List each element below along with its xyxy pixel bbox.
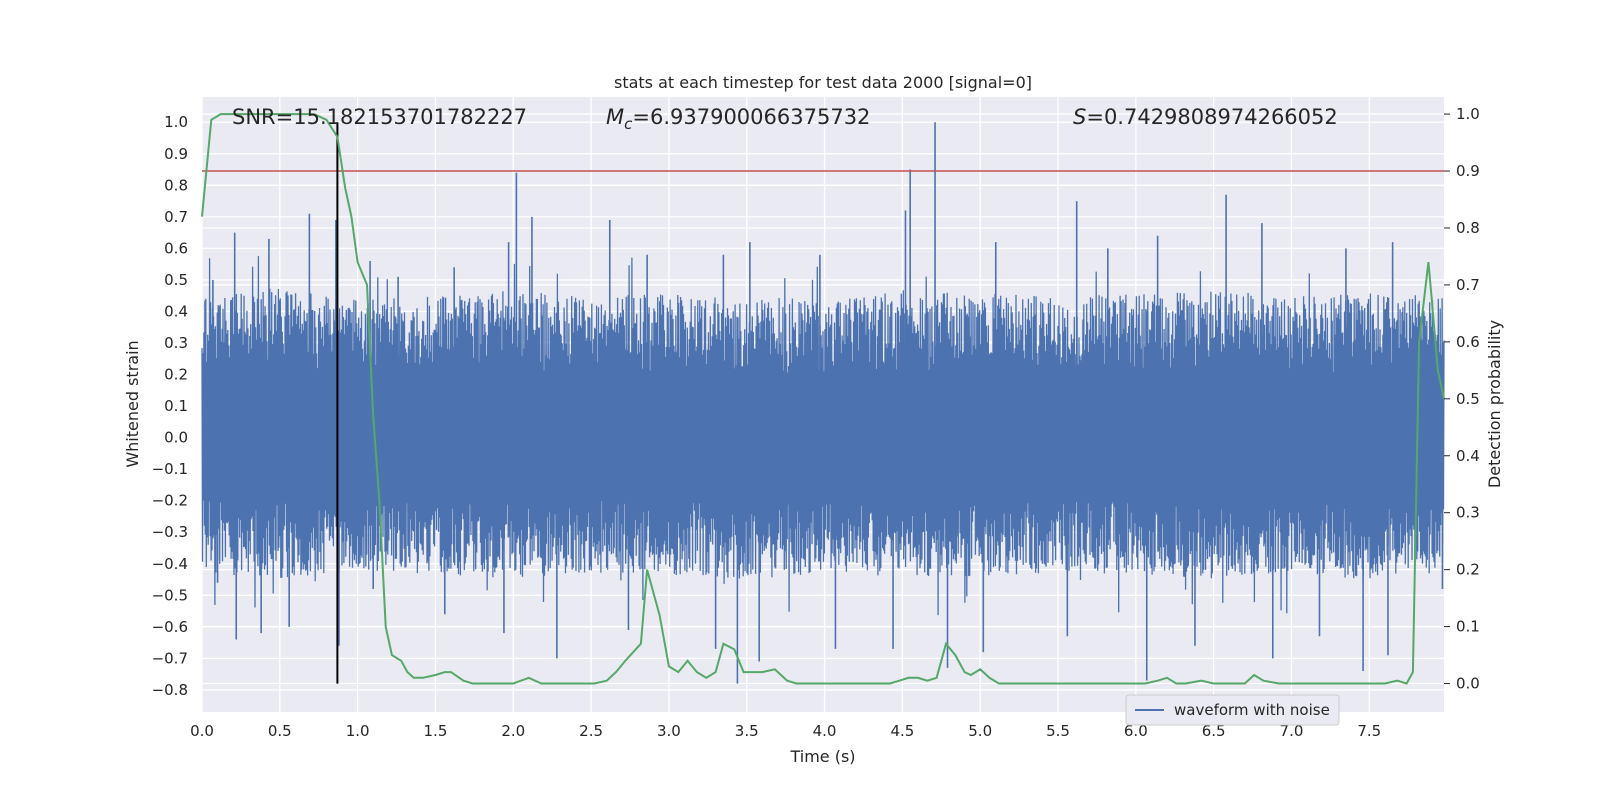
y-tick-label: 0.1 [164, 397, 188, 415]
x-tick-label: 2.0 [501, 722, 525, 740]
waveform-trace [201, 256, 1445, 616]
y2-tick-label: 0.6 [1456, 333, 1480, 351]
x-axis-title: Time (s) [789, 747, 855, 766]
y-tick-label: 0.6 [164, 239, 188, 257]
chart-title: stats at each timestep for test data 200… [614, 73, 1032, 92]
y-tick-label: 0.9 [164, 145, 188, 163]
y2-axis-title: Detection probability [1485, 320, 1504, 488]
y2-tick-label: 0.0 [1456, 675, 1480, 693]
y-tick-label: −0.7 [152, 649, 188, 667]
waveform-with-noise-series [201, 122, 1445, 684]
x-tick-label: 7.5 [1357, 722, 1381, 740]
x-tick-label: 1.0 [346, 722, 370, 740]
y-tick-label: 0.5 [164, 271, 188, 289]
y2-tick-label: 0.7 [1456, 276, 1480, 294]
y-tick-label: −0.1 [152, 460, 188, 478]
legend-box [1125, 694, 1340, 726]
y2-tick-label: 0.9 [1456, 162, 1480, 180]
y2-tick-label: 0.2 [1456, 561, 1480, 579]
y-tick-label: −0.4 [152, 555, 188, 573]
y-tick-label: 0.4 [164, 302, 188, 320]
x-tick-label: 3.5 [735, 722, 759, 740]
snr-annotation: SNR=15.182153701782227 [232, 105, 527, 129]
y-tick-label: 0.8 [164, 176, 188, 194]
y2-tick-label: 0.3 [1456, 504, 1480, 522]
axis-ticks: 0.0 0.5 1.0 1.5 2.0 2.5 3.0 3.5 4.0 4.5 5.0 5.5 6.0 6… [152, 105, 1480, 740]
x-tick-label: 4.0 [813, 722, 837, 740]
s-value: =0.7429808974266052 [1086, 105, 1337, 129]
x-tick-label: 1.5 [424, 722, 448, 740]
y-tick-label: −0.3 [152, 523, 188, 541]
y2-tick-label: 0.1 [1456, 618, 1480, 636]
y-tick-label: 0.2 [164, 366, 188, 384]
y-tick-label: −0.8 [152, 681, 188, 699]
chirp-mass-annotation: Mc=6.937900066375732 [606, 105, 870, 133]
legend-label-waveform: waveform with noise [1174, 701, 1330, 719]
chirp-mass-subscript: c [624, 115, 633, 133]
y-tick-label: −0.2 [152, 492, 188, 510]
y2-tick-label: 0.5 [1456, 390, 1480, 408]
y2-tick-label: 0.4 [1456, 447, 1480, 465]
x-tick-label: 3.0 [657, 722, 681, 740]
y2-tick-label: 1.0 [1456, 105, 1480, 123]
y-tick-label: 0.7 [164, 208, 188, 226]
s-symbol: S [1073, 105, 1086, 129]
y-axis-title: Whitened strain [123, 340, 142, 467]
s-annotation: S=0.7429808974266052 [1073, 105, 1338, 129]
y-tick-label: −0.5 [152, 586, 188, 604]
detection-probability-series [201, 113, 1445, 685]
x-tick-label: 6.5 [1202, 722, 1226, 740]
x-tick-label: 5.5 [1046, 722, 1070, 740]
x-tick-label: 0.5 [268, 722, 292, 740]
chirp-mass-symbol: M [606, 105, 624, 129]
y2-tick-label: 0.8 [1456, 219, 1480, 237]
y-tick-label: 1.0 [164, 113, 188, 131]
legend: waveform with noise [1125, 694, 1340, 726]
y-tick-label: 0.3 [164, 334, 188, 352]
x-tick-label: 7.0 [1280, 722, 1304, 740]
x-tick-label: 2.5 [579, 722, 603, 740]
chirp-mass-value: =6.937900066375732 [632, 105, 870, 129]
y-tick-label: 0.0 [164, 429, 188, 447]
overlay-lines [202, 122, 1444, 684]
x-tick-label: 0.0 [190, 722, 214, 740]
x-tick-label: 4.5 [890, 722, 914, 740]
x-tick-label: 6.0 [1124, 722, 1148, 740]
y-tick-label: −0.6 [152, 618, 188, 636]
probability-line [201, 113, 1445, 685]
x-tick-label: 5.0 [968, 722, 992, 740]
